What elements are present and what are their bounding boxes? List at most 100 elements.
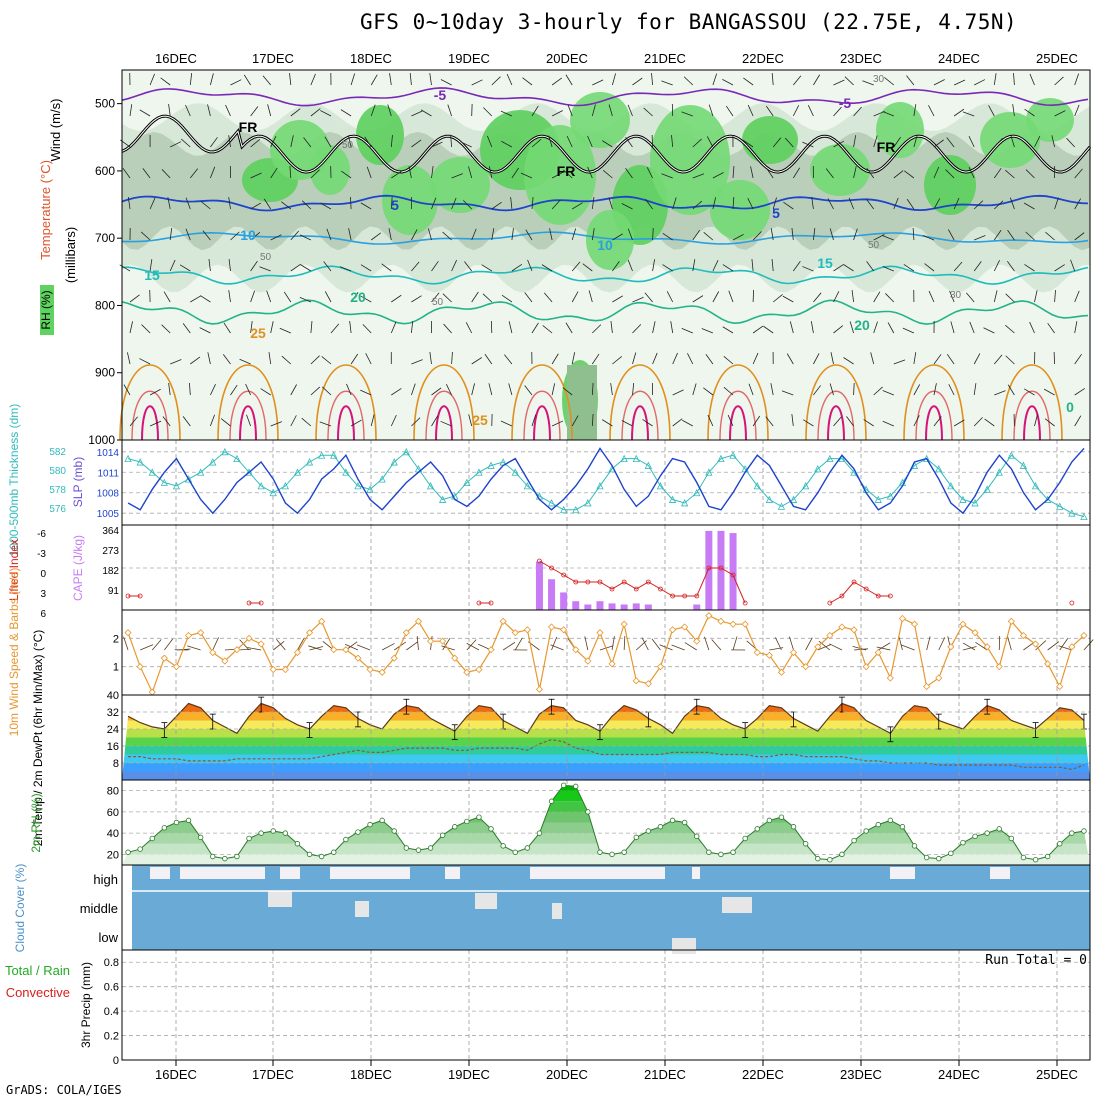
rh-point (464, 818, 470, 825)
wind-barb-10m (599, 645, 614, 651)
wind-barb (913, 104, 917, 117)
wind-speed-point (584, 657, 592, 665)
wind-barb (692, 259, 696, 272)
wind-barb (893, 359, 906, 365)
wind-barb (471, 79, 483, 86)
precip-tick-label: 0.6 (104, 982, 119, 994)
millibars-axis-label: (millibars) (63, 227, 78, 283)
wind-barb (409, 73, 412, 86)
wind-barb (420, 109, 432, 117)
wind-barb (712, 259, 719, 272)
rh2m-axis-label: 2m RH (%) (29, 793, 43, 852)
wind-barb (270, 421, 283, 427)
cape-tick-label: 273 (102, 546, 119, 557)
date-label-bottom: 19DEC (448, 1067, 490, 1082)
wind-barb (350, 73, 356, 86)
rh-patch (810, 144, 870, 196)
wind-barb-10m (308, 645, 322, 651)
wind-barb (341, 170, 352, 179)
wind-speed-point (572, 646, 580, 654)
wind-barb (565, 322, 573, 334)
wind-barb (825, 168, 834, 179)
wind-barb (411, 295, 422, 303)
high-cloud-gap (692, 867, 700, 879)
isotherm-25-lobe (119, 364, 181, 441)
wind-barb (1005, 355, 1015, 365)
wind-barb (129, 294, 140, 303)
rh-point (827, 856, 833, 863)
wind-barb-10m (818, 640, 831, 651)
wind-barb (933, 79, 945, 86)
wind-barb (551, 199, 561, 210)
wind-barb (632, 324, 642, 334)
wind-speed-point (269, 665, 277, 674)
date-label-bottom: 24DEC (938, 1067, 980, 1082)
wind-barb (119, 264, 131, 272)
date-label-bottom: 17DEC (252, 1067, 294, 1082)
thickness-point (620, 454, 628, 463)
wind-barb (250, 202, 262, 210)
temp-tick-label: 8 (113, 758, 119, 770)
cape-tick-label: 182 (102, 566, 119, 577)
wind-barb (862, 80, 874, 86)
wind-barb-10m (611, 636, 615, 651)
wind-barb (662, 232, 673, 241)
wind-barb-10m (466, 639, 477, 651)
wind-barb (471, 291, 479, 303)
isotherm-35-lobe (631, 405, 649, 441)
wind-barb (924, 263, 935, 272)
wind-barb-10m (1059, 638, 1069, 651)
wind-speed-point (390, 654, 398, 662)
wind-speed-point (814, 643, 822, 651)
wind-barb (1029, 73, 1035, 86)
wind-barb (431, 197, 437, 210)
rh-point (730, 849, 736, 855)
rh-point (609, 851, 615, 858)
rh-point (766, 817, 773, 824)
wind-speed-point (257, 640, 265, 648)
wind-barb (747, 104, 754, 117)
wind-barb (1005, 169, 1015, 179)
wind-barb (682, 419, 693, 427)
rh-contour-label: 50 (260, 252, 272, 263)
wind-barb (953, 108, 965, 117)
wind-barb-10m (381, 643, 395, 651)
wind-barb (1074, 198, 1082, 210)
temp-tick-label: 32 (107, 707, 119, 719)
thickness-point (209, 458, 217, 466)
wind-barb (752, 352, 759, 365)
isotherm-25-lobe (805, 364, 867, 441)
wind-barb-10m (805, 637, 813, 651)
wind-barb (168, 104, 171, 117)
wind-barb-10m (345, 643, 359, 651)
grads-credit: GrADS: COLA/IGES (6, 1083, 122, 1097)
wind-speed-point (886, 674, 894, 682)
isotherm-25-lobe (217, 364, 279, 441)
wind-barb (723, 355, 734, 365)
contour-label: -5 (839, 95, 852, 111)
thickness-point (1007, 451, 1015, 459)
isotherm-25-lobe (413, 364, 475, 441)
wind-barb (182, 416, 191, 427)
wind-barb (1024, 264, 1035, 272)
rh-point (476, 814, 482, 820)
rh-point (185, 817, 192, 824)
precip-tick-label: 0.8 (104, 957, 119, 969)
pressure-tick-label: 900 (95, 366, 115, 380)
wind-speed-point (656, 663, 665, 671)
wind-barb (230, 231, 240, 241)
wind-barb (912, 227, 915, 241)
rh-point (524, 845, 531, 851)
date-label-bottom: 18DEC (350, 1067, 392, 1082)
wind-speed-point (826, 631, 834, 640)
wind-barb (531, 105, 539, 117)
wind-barb (1074, 388, 1085, 396)
thickness-point (1068, 509, 1076, 517)
date-label-top: 20DEC (546, 51, 588, 66)
wind-barb (245, 383, 251, 396)
wind-barb (289, 166, 292, 179)
wind-speed-point (620, 620, 628, 628)
wind-barb (161, 324, 171, 334)
wind-barb (169, 228, 173, 241)
wind-barb (1054, 110, 1066, 117)
